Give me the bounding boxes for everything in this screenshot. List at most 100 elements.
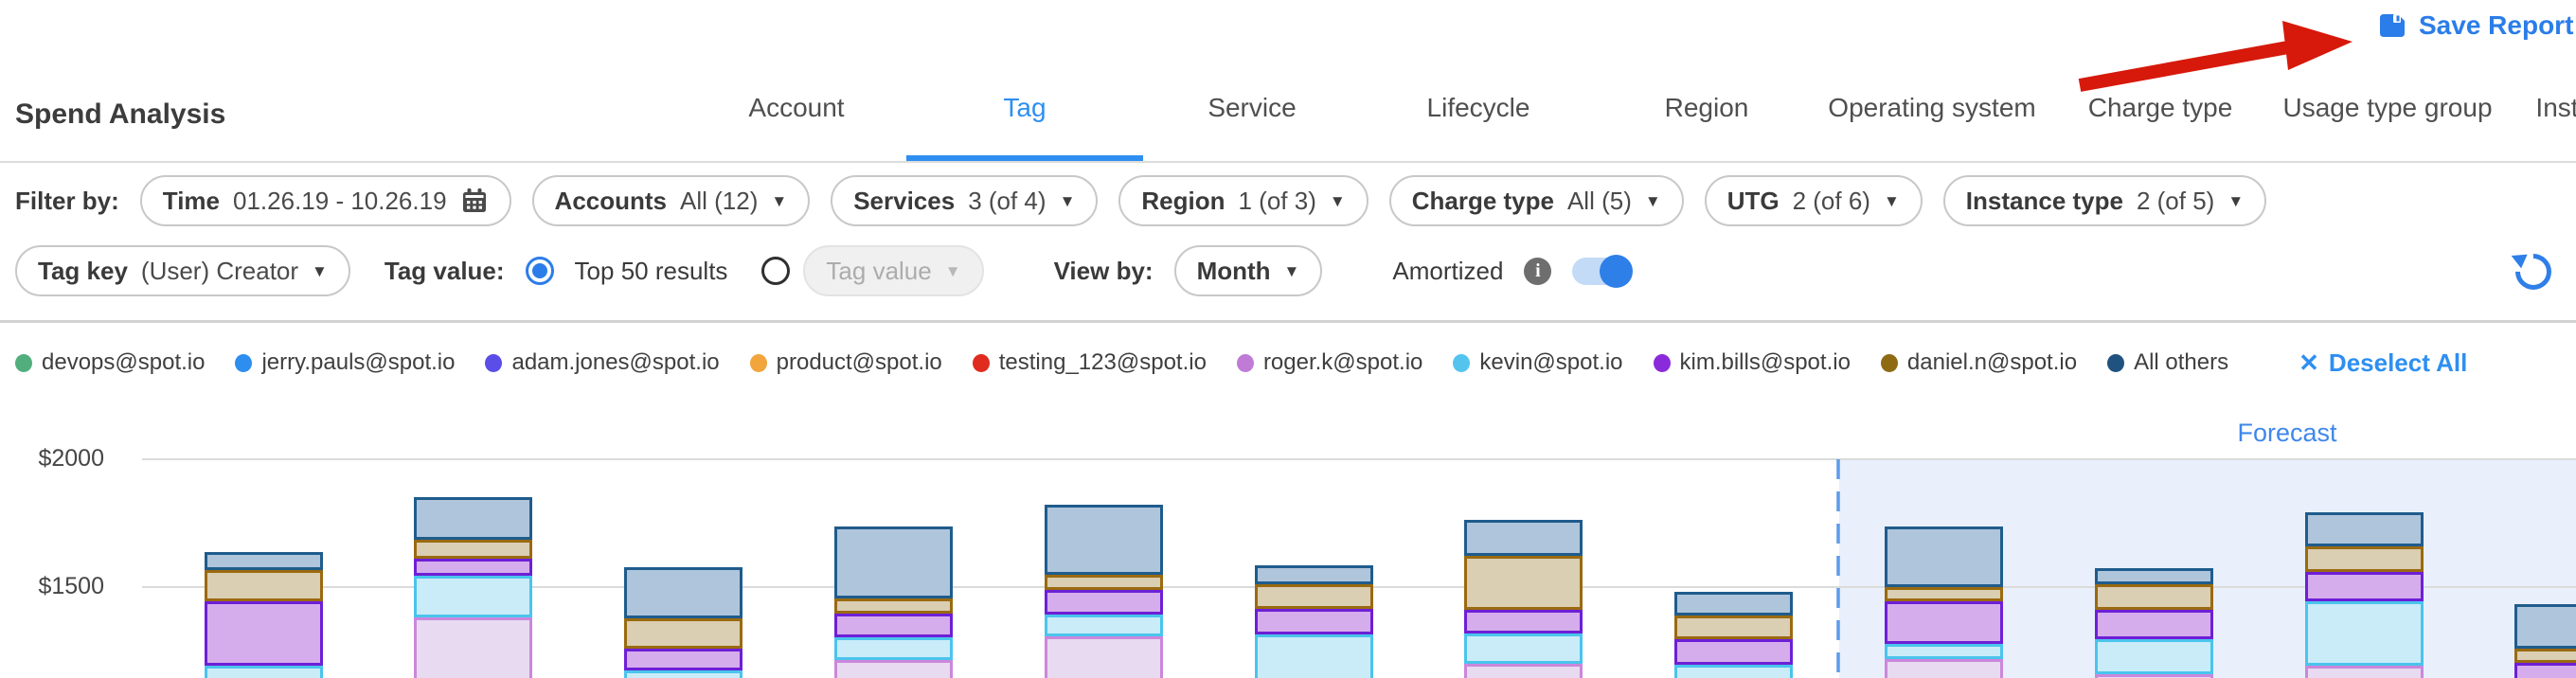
bar-segment-kim-bills-spot-io[interactable] (2094, 610, 2213, 640)
bar-segment-kim-bills-spot-io[interactable] (204, 600, 323, 666)
bar-segment-roger-k-spot-io[interactable] (833, 659, 953, 678)
legend-item-kim-bills-spot-io[interactable]: kim.bills@spot.io (1653, 349, 1851, 376)
bar-segment-kevin-spot-io[interactable] (2304, 600, 2424, 666)
bar-segment-kim-bills-spot-io[interactable] (1674, 639, 1794, 666)
bar-segment-kevin-spot-io[interactable] (1674, 665, 1794, 678)
bar-month-1[interactable] (204, 552, 323, 678)
bar-segment-kevin-spot-io[interactable] (624, 670, 743, 678)
bar-segment-kevin-spot-io[interactable] (414, 576, 533, 618)
bar-segment-all-others[interactable] (1464, 519, 1583, 557)
bar-segment-daniel-n-spot-io[interactable] (1884, 586, 2003, 602)
bar-segment-all-others[interactable] (624, 566, 743, 618)
bar-segment-daniel-n-spot-io[interactable] (1254, 584, 1373, 609)
bar-segment-kim-bills-spot-io[interactable] (833, 613, 953, 637)
bar-segment-all-others[interactable] (833, 526, 953, 598)
legend-item-daniel-n-spot-io[interactable]: daniel.n@spot.io (1880, 349, 2077, 376)
top-50-results-radio[interactable] (525, 257, 554, 285)
tab-usage-type-group[interactable]: Usage type group (2282, 93, 2493, 122)
bar-month-3[interactable] (624, 566, 743, 678)
bar-segment-daniel-n-spot-io[interactable] (833, 598, 953, 614)
bar-segment-daniel-n-spot-io[interactable] (1464, 556, 1583, 611)
legend-item-all-others[interactable]: All others (2107, 349, 2228, 376)
bar-segment-roger-k-spot-io[interactable] (1044, 635, 1163, 678)
bar-segment-daniel-n-spot-io[interactable] (2514, 649, 2576, 664)
legend-item-jerry-pauls-spot-io[interactable]: jerry.pauls@spot.io (235, 349, 455, 376)
bar-segment-roger-k-spot-io[interactable] (2304, 665, 2424, 678)
tag-key-pill[interactable]: Tag key (User) Creator ▼ (15, 245, 350, 296)
filter-pill-services[interactable]: Services 3 (of 4) ▼ (831, 175, 1099, 226)
bar-segment-all-others[interactable] (2094, 568, 2213, 585)
legend-item-roger-k-spot-io[interactable]: roger.k@spot.io (1236, 349, 1422, 376)
tab-service[interactable]: Service (1208, 93, 1297, 122)
bar-month-11-forecast[interactable] (2304, 511, 2424, 678)
legend-item-adam-jones-spot-io[interactable]: adam.jones@spot.io (485, 349, 720, 376)
tab-account[interactable]: Account (748, 93, 845, 122)
bar-segment-daniel-n-spot-io[interactable] (1674, 616, 1794, 640)
tab-operating-system[interactable]: Operating system (1828, 93, 2036, 122)
bar-segment-all-others[interactable] (1254, 565, 1373, 585)
bar-month-5[interactable] (1044, 505, 1163, 678)
bar-segment-kevin-spot-io[interactable] (1044, 614, 1163, 636)
bar-month-8[interactable] (1674, 592, 1794, 678)
bar-segment-daniel-n-spot-io[interactable] (204, 569, 323, 601)
bar-month-4[interactable] (833, 526, 953, 678)
bar-segment-all-others[interactable] (204, 552, 323, 570)
filter-pill-charge-type[interactable]: Charge type All (5) ▼ (1388, 175, 1684, 226)
bar-segment-kevin-spot-io[interactable] (2094, 639, 2213, 675)
bar-month-2[interactable] (414, 496, 533, 678)
bar-month-6[interactable] (1254, 565, 1373, 678)
bar-segment-kim-bills-spot-io[interactable] (624, 649, 743, 670)
reset-icon[interactable] (2508, 246, 2559, 297)
bar-segment-daniel-n-spot-io[interactable] (2094, 584, 2213, 611)
bar-segment-daniel-n-spot-io[interactable] (2304, 545, 2424, 572)
bar-segment-kevin-spot-io[interactable] (1884, 644, 2003, 660)
bar-segment-all-others[interactable] (2304, 511, 2424, 546)
bar-segment-roger-k-spot-io[interactable] (2094, 674, 2213, 678)
bar-segment-kevin-spot-io[interactable] (833, 636, 953, 660)
filter-pill-region[interactable]: Region 1 (of 3) ▼ (1118, 175, 1368, 226)
tab-region[interactable]: Region (1664, 93, 1749, 122)
filter-pill-utg[interactable]: UTG 2 (of 6) ▼ (1704, 175, 1923, 226)
bar-segment-roger-k-spot-io[interactable] (414, 617, 533, 678)
bar-segment-all-others[interactable] (1884, 526, 2003, 587)
bar-segment-kevin-spot-io[interactable] (1464, 633, 1583, 665)
info-icon[interactable]: i (1524, 257, 1552, 285)
bar-segment-all-others[interactable] (1044, 505, 1163, 576)
bar-segment-kim-bills-spot-io[interactable] (414, 559, 533, 577)
legend-item-devops-spot-io[interactable]: devops@spot.io (15, 349, 205, 376)
bar-month-12-forecast[interactable] (2514, 604, 2576, 678)
bar-segment-kevin-spot-io[interactable] (1254, 633, 1373, 678)
bar-segment-all-others[interactable] (414, 496, 533, 541)
bar-segment-kim-bills-spot-io[interactable] (2304, 571, 2424, 601)
view-by-pill[interactable]: Month ▼ (1173, 245, 1323, 296)
legend-item-testing-123-spot-io[interactable]: testing_123@spot.io (972, 349, 1207, 376)
bar-segment-kim-bills-spot-io[interactable] (1884, 601, 2003, 645)
bar-segment-daniel-n-spot-io[interactable] (1044, 575, 1163, 590)
bar-segment-daniel-n-spot-io[interactable] (414, 540, 533, 559)
legend-item-kevin-spot-io[interactable]: kevin@spot.io (1453, 349, 1623, 376)
filter-pill-time[interactable]: Time 01.26.19 - 10.26.19 (139, 175, 511, 226)
bar-segment-roger-k-spot-io[interactable] (1464, 664, 1583, 678)
deselect-all-button[interactable]: ✕ Deselect All (2299, 348, 2467, 378)
tab-charge-type[interactable]: Charge type (2087, 93, 2233, 122)
bar-month-7[interactable] (1464, 519, 1583, 678)
tab-inst[interactable]: Inst (2535, 93, 2576, 122)
bar-month-9-forecast[interactable] (1884, 526, 2003, 678)
legend-item-product-spot-io[interactable]: product@spot.io (749, 349, 942, 376)
tab-tag[interactable]: Tag (1003, 93, 1046, 122)
filter-pill-accounts[interactable]: Accounts All (12) ▼ (531, 175, 811, 226)
bar-segment-kim-bills-spot-io[interactable] (1464, 610, 1583, 634)
bar-segment-all-others[interactable] (1674, 592, 1794, 616)
save-report-button[interactable]: Save Report (2375, 9, 2573, 42)
bar-segment-kim-bills-spot-io[interactable] (2514, 663, 2576, 678)
bar-segment-roger-k-spot-io[interactable] (1884, 659, 2003, 678)
tag-value-radio[interactable] (761, 257, 791, 285)
bar-segment-daniel-n-spot-io[interactable] (624, 617, 743, 650)
tab-lifecycle[interactable]: Lifecycle (1426, 93, 1530, 122)
bar-month-10-forecast[interactable] (2094, 568, 2213, 678)
bar-segment-all-others[interactable] (2514, 604, 2576, 650)
filter-pill-instance-type[interactable]: Instance type 2 (of 5) ▼ (1942, 175, 2267, 226)
bar-segment-kim-bills-spot-io[interactable] (1044, 589, 1163, 615)
bar-segment-kim-bills-spot-io[interactable] (1254, 608, 1373, 634)
bar-segment-kevin-spot-io[interactable] (204, 665, 323, 678)
